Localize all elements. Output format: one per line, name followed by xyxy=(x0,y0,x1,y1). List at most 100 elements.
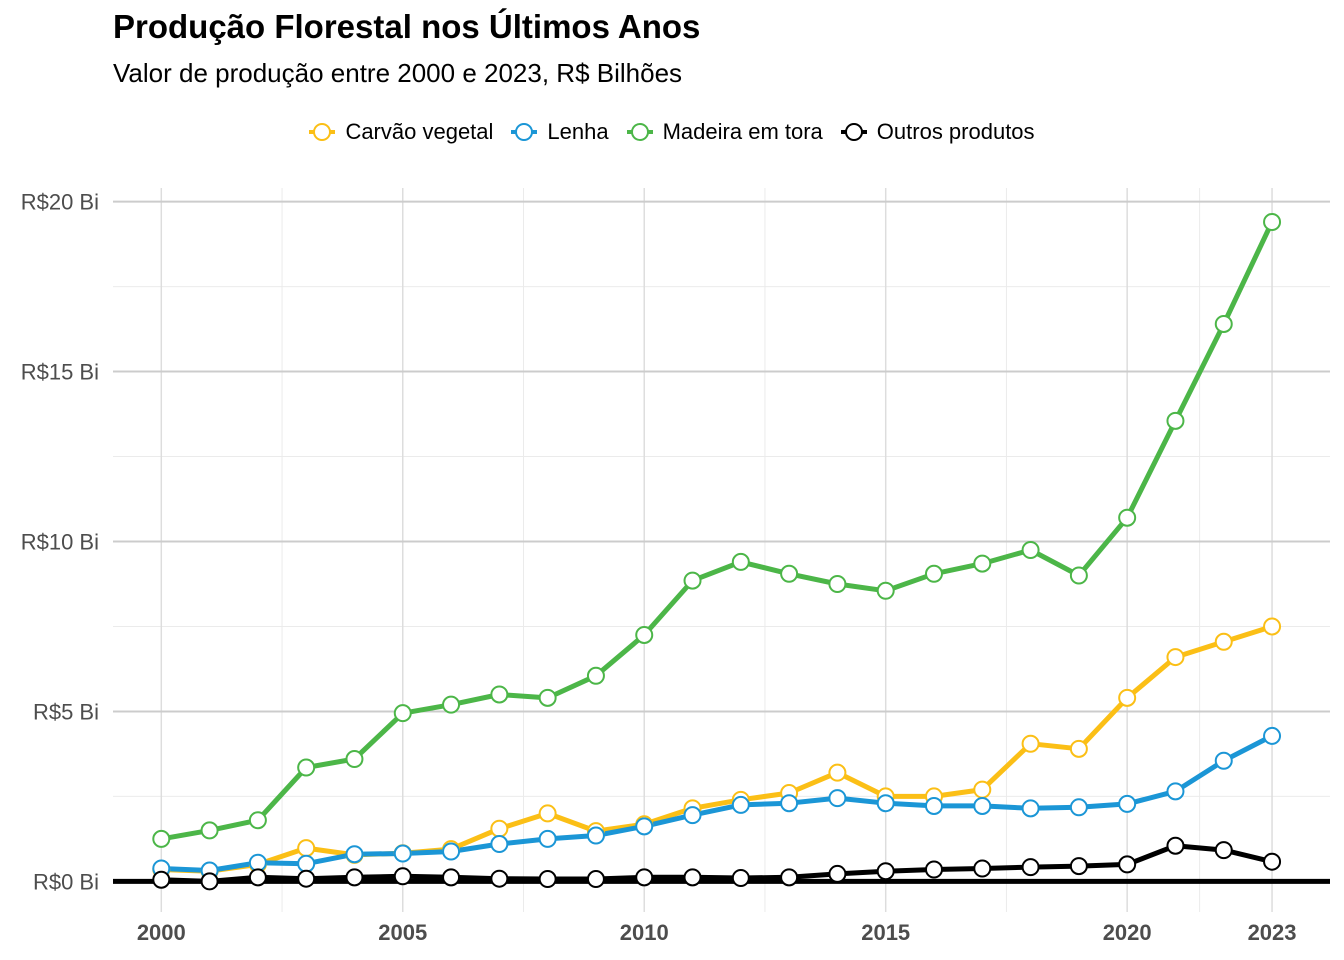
data-point xyxy=(780,868,799,887)
data-point xyxy=(1263,726,1282,745)
chart-title: Produção Florestal nos Últimos Anos xyxy=(113,8,701,45)
data-point xyxy=(731,795,750,814)
data-point xyxy=(538,688,557,707)
data-point xyxy=(828,864,847,883)
data-point xyxy=(683,571,702,590)
data-point xyxy=(538,829,557,848)
y-tick-label: R$0 Bi xyxy=(33,869,99,894)
data-point xyxy=(1021,858,1040,877)
data-point xyxy=(1166,411,1185,430)
data-point xyxy=(780,794,799,813)
data-point xyxy=(1263,617,1282,636)
x-tick-label: 2010 xyxy=(620,920,669,945)
data-point xyxy=(1214,841,1233,860)
data-point xyxy=(393,844,412,863)
data-point xyxy=(683,806,702,825)
legend-key-madeira xyxy=(626,123,653,141)
y-tick-label: R$15 Bi xyxy=(21,360,99,385)
data-point xyxy=(345,868,364,887)
data-point xyxy=(1021,799,1040,818)
data-point xyxy=(973,554,992,573)
legend-key-lenha xyxy=(511,123,538,141)
data-point xyxy=(876,794,895,813)
data-point xyxy=(973,780,992,799)
data-point xyxy=(1166,782,1185,801)
data-point xyxy=(490,819,509,838)
data-point xyxy=(1069,739,1088,758)
data-point xyxy=(152,829,171,848)
data-point xyxy=(876,862,895,881)
series-line xyxy=(158,219,1275,842)
x-tick-label: 2000 xyxy=(137,920,186,945)
data-point xyxy=(1166,836,1185,855)
legend-label-outros: Outros produtos xyxy=(876,119,1035,144)
data-point xyxy=(780,564,799,583)
legend-item-madeira: Madeira em tora xyxy=(626,119,823,145)
data-point xyxy=(1118,508,1137,527)
data-point xyxy=(828,789,847,808)
data-point xyxy=(924,796,943,815)
data-point xyxy=(297,839,316,858)
data-point xyxy=(586,826,605,845)
data-point xyxy=(1069,566,1088,585)
data-point xyxy=(1021,541,1040,559)
legend-key-carvao xyxy=(309,123,336,141)
data-point xyxy=(393,867,412,886)
data-point xyxy=(345,845,364,864)
y-tick-label: R$5 Bi xyxy=(33,699,99,724)
data-point xyxy=(1118,794,1137,813)
y-tick-label: R$10 Bi xyxy=(21,530,99,555)
data-point xyxy=(297,758,316,777)
data-point xyxy=(490,685,509,704)
data-point xyxy=(538,870,557,889)
data-point xyxy=(1263,212,1282,231)
data-point xyxy=(297,869,316,888)
data-point xyxy=(731,552,750,571)
data-point xyxy=(876,581,895,600)
data-point xyxy=(635,868,654,887)
data-point xyxy=(731,869,750,888)
x-tick-label: 2015 xyxy=(861,920,910,945)
data-point xyxy=(586,666,605,685)
legend-key-outros xyxy=(840,123,867,141)
data-point xyxy=(442,868,461,887)
data-point xyxy=(490,869,509,888)
data-point xyxy=(1118,855,1137,874)
data-point xyxy=(1263,852,1282,871)
data-point xyxy=(924,564,943,583)
data-point xyxy=(1214,314,1233,333)
data-point xyxy=(490,835,509,854)
x-tick-label: 2005 xyxy=(378,920,427,945)
data-point xyxy=(345,750,364,769)
data-point xyxy=(1166,648,1185,667)
data-point xyxy=(442,842,461,861)
series-line xyxy=(158,624,1275,874)
data-point xyxy=(1214,632,1233,651)
data-point xyxy=(1214,751,1233,770)
data-point xyxy=(586,870,605,889)
data-point xyxy=(1069,857,1088,876)
data-point xyxy=(635,817,654,836)
data-point xyxy=(200,872,219,891)
y-tick-label: R$20 Bi xyxy=(21,190,99,215)
legend: Carvão vegetal Lenha Madeira em tora Out… xyxy=(0,119,1344,145)
legend-label-carvao: Carvão vegetal xyxy=(345,119,494,144)
data-point xyxy=(635,625,654,644)
data-point xyxy=(1118,688,1137,707)
legend-item-outros: Outros produtos xyxy=(840,119,1035,145)
data-point xyxy=(973,859,992,878)
chart-subtitle: Valor de produção entre 2000 e 2023, R$ … xyxy=(113,58,683,88)
legend-label-madeira: Madeira em tora xyxy=(662,119,823,144)
data-point xyxy=(248,811,267,830)
data-point xyxy=(828,574,847,593)
data-point xyxy=(248,868,267,887)
legend-item-carvao: Carvão vegetal xyxy=(309,119,493,145)
x-tick-label: 2020 xyxy=(1103,920,1152,945)
data-point xyxy=(1021,734,1040,753)
data-point xyxy=(973,796,992,815)
data-point xyxy=(393,704,412,723)
data-point xyxy=(924,860,943,879)
x-tick-label: 2023 xyxy=(1248,920,1297,945)
legend-label-lenha: Lenha xyxy=(547,119,609,144)
